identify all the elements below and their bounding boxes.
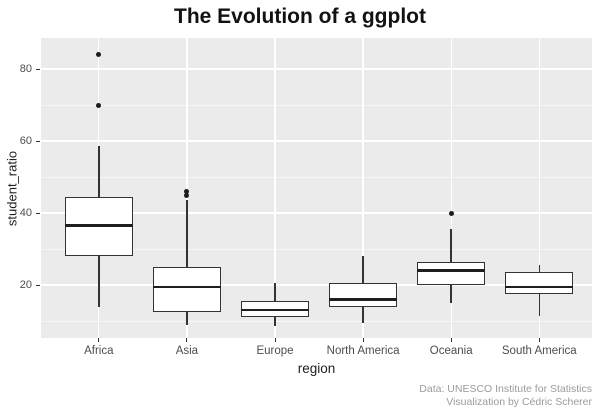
x-tick-label: Europe [256,345,294,357]
x-tick-label: Africa [84,345,114,357]
boxplot-box [417,261,486,285]
x-tick-label: South America [501,345,577,357]
vertical-gridline [274,38,276,338]
x-tick-mark [274,338,276,342]
boxplot-median-line [152,285,221,289]
vertical-gridline [362,38,364,338]
upper-whisker [98,146,100,197]
lower-whisker [538,294,541,316]
y-tick-label: 40 [19,206,32,219]
x-axis-title: region [297,361,336,376]
outlier-point [96,52,102,58]
y-tick-label: 80 [19,62,32,75]
y-tick-mark [36,284,40,286]
lower-whisker [274,317,276,327]
vertical-gridline [538,38,540,338]
caption-line-data-source: Data: UNESCO Institute for Statistics [419,383,592,395]
x-tick-mark [186,338,188,342]
x-tick-label: Oceania [429,345,473,357]
caption-line-visualization-credit: Visualization by Cédric Scherer [446,396,592,408]
chart-title: The Evolution of a ggplot [174,5,426,28]
upper-whisker [538,265,541,273]
plot-panel [41,38,592,338]
upper-whisker [274,283,276,302]
boxplot-box [505,272,574,294]
boxplot-median-line [64,224,133,227]
minor-gridline [41,320,592,322]
minor-gridline [41,248,592,250]
upper-whisker [450,229,452,262]
vertical-gridline [186,38,188,338]
boxplot-median-line [505,285,574,289]
minor-gridline [41,104,592,106]
major-gridline [41,140,592,142]
x-tick-label: North America [326,345,400,357]
x-tick-mark [98,338,100,342]
boxplot-box [152,267,221,312]
plot-caption: Data: UNESCO Institute for Statistics Vi… [419,383,592,409]
upper-whisker [362,256,364,284]
lower-whisker [362,306,364,323]
y-tick-mark [36,212,40,214]
outlier-point [184,192,190,198]
y-tick-label: 20 [19,278,32,291]
boxplot-median-line [241,308,309,312]
x-tick-label: Asia [175,345,199,357]
outlier-point [184,188,190,194]
outlier-point [448,210,454,216]
lower-whisker [450,285,452,303]
lower-whisker [98,256,100,307]
outlier-point [96,102,102,108]
x-tick-mark [450,338,452,342]
y-tick-mark [36,140,40,142]
boxplot-median-line [329,298,398,301]
major-gridline [41,68,592,70]
x-tick-mark [538,338,540,342]
upper-whisker [186,200,188,267]
boxplot-median-line [417,269,486,272]
y-tick-mark [36,68,40,70]
y-tick-label: 60 [19,134,32,147]
major-gridline [41,284,592,286]
x-tick-mark [362,338,364,342]
minor-gridline [41,176,592,178]
boxplot-box [329,283,398,307]
lower-whisker [186,312,188,325]
vertical-gridline [450,38,452,338]
major-gridline [41,212,592,214]
